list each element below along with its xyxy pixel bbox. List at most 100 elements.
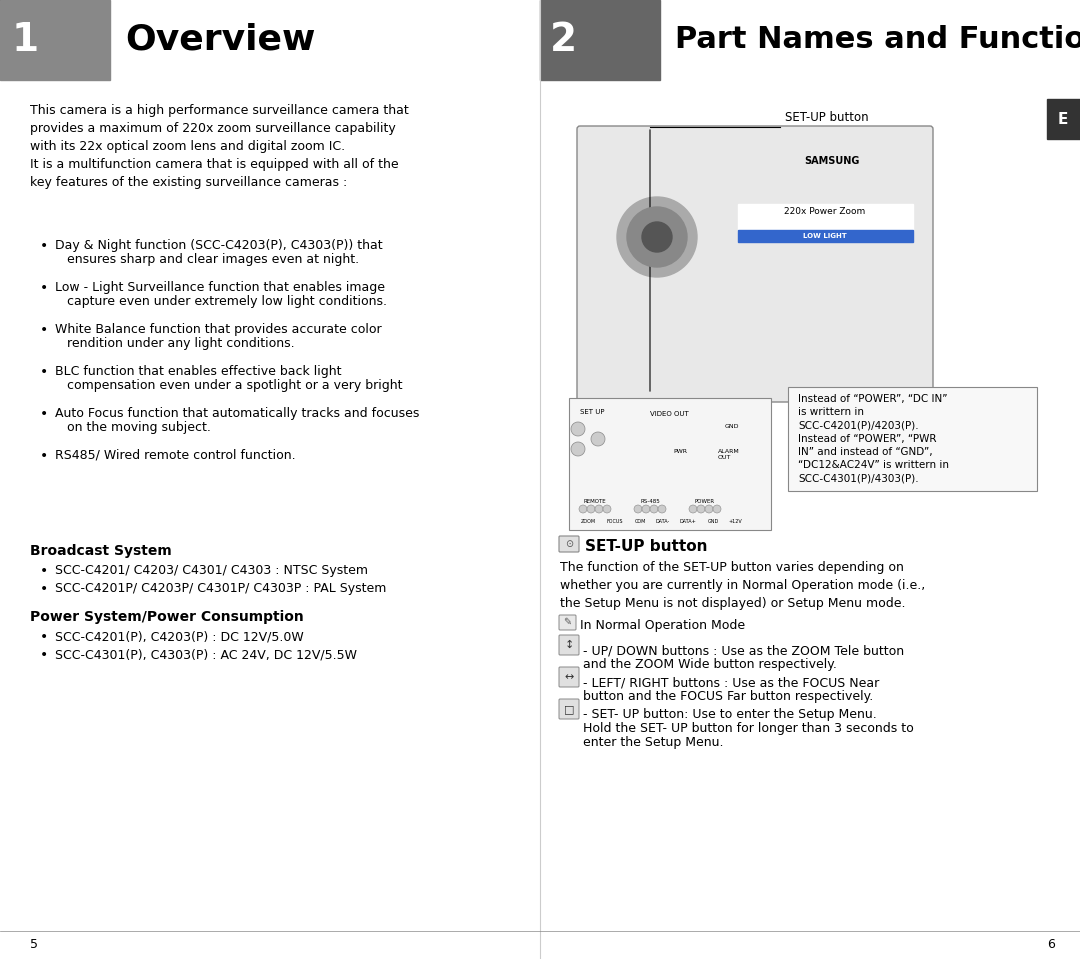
- Text: SCC-C4301(P), C4303(P) : AC 24V, DC 12V/5.5W: SCC-C4301(P), C4303(P) : AC 24V, DC 12V/…: [55, 648, 357, 661]
- Circle shape: [617, 197, 697, 277]
- Text: - LEFT/ RIGHT buttons : Use as the FOCUS Near: - LEFT/ RIGHT buttons : Use as the FOCUS…: [583, 676, 879, 689]
- Bar: [540, 0, 660, 80]
- Text: SET-UP button: SET-UP button: [585, 539, 707, 554]
- Text: and the ZOOM Wide button respectively.: and the ZOOM Wide button respectively.: [583, 658, 837, 671]
- Text: •: •: [40, 323, 49, 337]
- Circle shape: [697, 505, 705, 513]
- Text: •: •: [40, 564, 49, 578]
- Text: GND: GND: [707, 519, 718, 524]
- Text: ⊙: ⊙: [565, 539, 573, 549]
- FancyBboxPatch shape: [559, 615, 576, 630]
- Circle shape: [658, 505, 666, 513]
- Text: +12V: +12V: [728, 519, 742, 524]
- Text: COM: COM: [634, 519, 646, 524]
- Text: •: •: [40, 239, 49, 253]
- FancyBboxPatch shape: [559, 699, 579, 719]
- Text: SET UP: SET UP: [580, 409, 605, 415]
- Circle shape: [642, 222, 672, 252]
- Text: Day & Night function (SCC-C4203(P), C4303(P)) that: Day & Night function (SCC-C4203(P), C430…: [55, 239, 382, 252]
- Text: LOW LIGHT: LOW LIGHT: [804, 233, 847, 239]
- Text: compensation even under a spotlight or a very bright: compensation even under a spotlight or a…: [67, 379, 403, 392]
- Text: ✎: ✎: [563, 617, 571, 627]
- Text: •: •: [40, 449, 49, 463]
- Text: □: □: [564, 704, 575, 714]
- Circle shape: [642, 505, 650, 513]
- Text: SAMSUNG: SAMSUNG: [805, 156, 860, 167]
- Text: SCC-C4201/ C4203/ C4301/ C4303 : NTSC System: SCC-C4201/ C4203/ C4301/ C4303 : NTSC Sy…: [55, 564, 368, 577]
- Text: This camera is a high performance surveillance camera that
provides a maximum of: This camera is a high performance survei…: [30, 104, 408, 189]
- FancyBboxPatch shape: [559, 536, 579, 552]
- Text: Hold the SET- UP button for longer than 3 seconds to: Hold the SET- UP button for longer than …: [583, 722, 914, 735]
- Text: Broadcast System: Broadcast System: [30, 544, 172, 558]
- Bar: [0, 0, 110, 80]
- Text: Power System/Power Consumption: Power System/Power Consumption: [30, 610, 303, 624]
- Bar: [738, 229, 913, 242]
- Text: - UP/ DOWN buttons : Use as the ZOOM Tele button: - UP/ DOWN buttons : Use as the ZOOM Tel…: [583, 644, 904, 657]
- FancyBboxPatch shape: [577, 126, 933, 402]
- Circle shape: [595, 505, 603, 513]
- Circle shape: [705, 505, 713, 513]
- Text: PWR: PWR: [673, 449, 687, 454]
- Text: 6: 6: [1048, 938, 1055, 950]
- Text: GND: GND: [725, 424, 740, 429]
- Text: ensures sharp and clear images even at night.: ensures sharp and clear images even at n…: [67, 253, 360, 266]
- Text: DATA-: DATA-: [656, 519, 670, 524]
- Text: button and the FOCUS Far button respectively.: button and the FOCUS Far button respecti…: [583, 690, 874, 703]
- Text: DATA+: DATA+: [679, 519, 697, 524]
- Bar: [1047, 99, 1080, 139]
- Text: •: •: [40, 281, 49, 295]
- Text: VIDEO OUT: VIDEO OUT: [650, 411, 689, 417]
- Text: Overview: Overview: [125, 23, 315, 57]
- Circle shape: [713, 505, 721, 513]
- Text: 2: 2: [550, 21, 577, 59]
- Text: SCC-C4201P/ C4203P/ C4301P/ C4303P : PAL System: SCC-C4201P/ C4203P/ C4301P/ C4303P : PAL…: [55, 582, 387, 595]
- FancyBboxPatch shape: [788, 387, 1037, 491]
- Text: enter the Setup Menu.: enter the Setup Menu.: [583, 736, 724, 749]
- Text: E: E: [1057, 111, 1068, 127]
- Text: 1: 1: [12, 21, 39, 59]
- Circle shape: [689, 505, 697, 513]
- Circle shape: [588, 505, 595, 513]
- Text: •: •: [40, 582, 49, 596]
- FancyBboxPatch shape: [559, 667, 579, 687]
- Text: ZOOM: ZOOM: [580, 519, 595, 524]
- Text: ↔: ↔: [565, 672, 573, 682]
- Text: •: •: [40, 630, 49, 644]
- Text: Part Names and Functions: Part Names and Functions: [675, 26, 1080, 55]
- Text: Low - Light Surveillance function that enables image: Low - Light Surveillance function that e…: [55, 281, 384, 294]
- Text: •: •: [40, 648, 49, 662]
- Text: •: •: [40, 365, 49, 379]
- Text: 5: 5: [30, 938, 38, 950]
- Text: - SET- UP button: Use to enter the Setup Menu.: - SET- UP button: Use to enter the Setup…: [583, 708, 877, 721]
- Text: Instead of “POWER”, “DC IN”
is writtern in
SCC-C4201(P)/4203(P).
Instead of “POW: Instead of “POWER”, “DC IN” is writtern …: [798, 394, 949, 483]
- Bar: [738, 203, 913, 232]
- FancyBboxPatch shape: [569, 398, 771, 530]
- Circle shape: [579, 505, 588, 513]
- Circle shape: [634, 505, 642, 513]
- Circle shape: [650, 505, 658, 513]
- Text: ALARM
OUT: ALARM OUT: [718, 449, 740, 459]
- Circle shape: [591, 432, 605, 446]
- Text: SCC-C4201(P), C4203(P) : DC 12V/5.0W: SCC-C4201(P), C4203(P) : DC 12V/5.0W: [55, 630, 303, 643]
- Text: •: •: [40, 407, 49, 421]
- Circle shape: [571, 422, 585, 436]
- Text: POWER: POWER: [694, 499, 715, 504]
- Text: SET-UP button: SET-UP button: [785, 111, 868, 124]
- Text: RS-485: RS-485: [640, 499, 660, 504]
- Text: RS485/ Wired remote control function.: RS485/ Wired remote control function.: [55, 449, 296, 462]
- Text: The function of the SET-UP button varies depending on
whether you are currently : The function of the SET-UP button varies…: [561, 561, 926, 610]
- Circle shape: [627, 207, 687, 267]
- Circle shape: [571, 442, 585, 456]
- Text: BLC function that enables effective back light: BLC function that enables effective back…: [55, 365, 341, 378]
- Text: In Normal Operation Mode: In Normal Operation Mode: [580, 619, 745, 632]
- Text: on the moving subject.: on the moving subject.: [67, 421, 211, 434]
- FancyBboxPatch shape: [559, 635, 579, 655]
- Text: REMOTE: REMOTE: [583, 499, 606, 504]
- Text: rendition under any light conditions.: rendition under any light conditions.: [67, 337, 295, 350]
- Text: ↕: ↕: [565, 640, 573, 650]
- Text: Auto Focus function that automatically tracks and focuses: Auto Focus function that automatically t…: [55, 407, 419, 420]
- Text: FOCUS: FOCUS: [607, 519, 623, 524]
- Text: capture even under extremely low light conditions.: capture even under extremely low light c…: [67, 295, 387, 308]
- Circle shape: [603, 505, 611, 513]
- Text: White Balance function that provides accurate color: White Balance function that provides acc…: [55, 323, 381, 336]
